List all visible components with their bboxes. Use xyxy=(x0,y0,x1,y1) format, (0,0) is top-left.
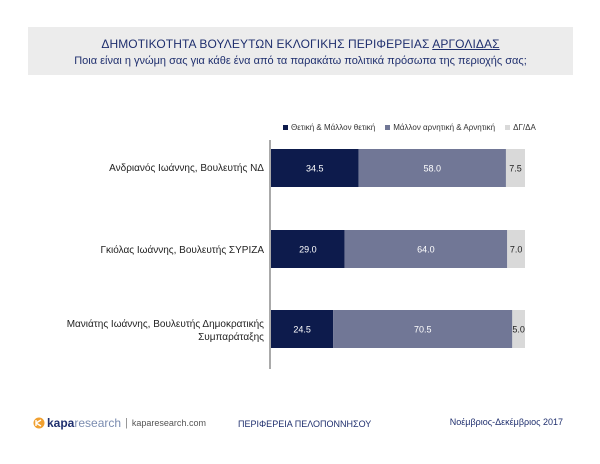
chart-subtitle: Ποια είναι η γνώμη σας για κάθε ένα από … xyxy=(74,55,527,67)
bar-positive-row-2 xyxy=(271,230,345,268)
data-label-negative-row-3: 70.5 xyxy=(414,325,432,335)
kapa-research-logo: kapa research | kaparesearch.com xyxy=(33,416,206,430)
legend-item-dk: ΔΓ/ΔΑ xyxy=(505,123,536,132)
bar-dk-row-3 xyxy=(512,310,525,348)
data-label-dk-row-2: 7.0 xyxy=(510,245,523,255)
logo-kapa-text: kapa xyxy=(47,416,75,430)
data-label-positive-row-1: 34.5 xyxy=(306,164,324,174)
data-label-dk-row-3: 5.0 xyxy=(512,325,525,335)
period-label: Νοέμβριος-Δεκέμβριος 2017 xyxy=(449,417,563,427)
footer: kapa research | kaparesearch.com ΠΕΡΙΦΕΡΕ… xyxy=(0,414,600,434)
legend-label-dk: ΔΓ/ΔΑ xyxy=(513,122,536,132)
legend-item-negative: Μάλλον αρνητική & Αρνητική xyxy=(385,123,495,132)
legend-swatch-dk xyxy=(505,124,511,130)
legend-label-negative: Μάλλον αρνητική & Αρνητική xyxy=(393,122,496,132)
header-band: ΔΗΜΟΤΙΚΟΤΗΤΑ ΒΟΥΛΕΥΤΩΝ ΕΚΛΟΓΙΚΗΣ ΠΕΡΙΦΕΡ… xyxy=(28,27,573,75)
bar-positive-row-1 xyxy=(271,149,359,187)
data-label-negative-row-1: 58.0 xyxy=(424,164,442,174)
title-prefix: ΔΗΜΟΤΙΚΟΤΗΤΑ ΒΟΥΛΕΥΤΩΝ ΕΚΛΟΓΙΚΗΣ ΠΕΡΙΦΕΡ… xyxy=(101,37,433,51)
data-label-dk-row-1: 7.5 xyxy=(509,164,522,174)
region-label: ΠΕΡΙΦΕΡΕΙΑ ΠΕΛΟΠΟΝΝΗΣΟΥ xyxy=(238,419,372,429)
legend-item-positive: Θετική & Μάλλον θετική xyxy=(283,123,375,132)
legend-swatch-negative xyxy=(385,124,391,130)
website-url: kaparesearch.com xyxy=(131,418,206,428)
bar-dk-row-1 xyxy=(505,149,525,187)
chart-title: ΔΗΜΟΤΙΚΟΤΗΤΑ ΒΟΥΛΕΥΤΩΝ ΕΚΛΟΓΙΚΗΣ ΠΕΡΙΦΕΡ… xyxy=(28,37,573,51)
category-label-maniatis: Μανιάτης Ιωάννης, Βουλευτής Δημοκρατικής… xyxy=(66,319,264,343)
data-label-positive-row-2: 29.0 xyxy=(299,245,317,255)
legend-label-positive: Θετική & Μάλλον θετική xyxy=(291,122,376,132)
category-label-giolas: Γκιόλας Ιωάννης, Βουλευτής ΣΥΡΙΖΑ xyxy=(100,245,264,256)
category-label-andrianos: Ανδριανός Ιωάννης, Βουλευτής ΝΔ xyxy=(109,163,264,174)
bar-dk-row-2 xyxy=(507,230,525,268)
legend-swatch-positive xyxy=(283,124,288,130)
legend: Θετική & Μάλλον θετική Μάλλον αρνητική &… xyxy=(283,121,546,133)
logo-mark-icon xyxy=(33,417,45,429)
logo-research-text: research xyxy=(74,416,122,430)
data-label-negative-row-2: 64.0 xyxy=(417,245,435,255)
data-label-positive-row-3: 24.5 xyxy=(293,325,311,335)
bar-negative-row-3 xyxy=(333,310,513,348)
title-highlight: ΑΡΓΟΛΙΔΑΣ xyxy=(432,37,500,51)
bar-negative-row-1 xyxy=(358,149,506,187)
bar-negative-row-2 xyxy=(344,230,508,268)
bar-positive-row-3 xyxy=(271,310,334,348)
logo-separator: | xyxy=(125,417,128,429)
